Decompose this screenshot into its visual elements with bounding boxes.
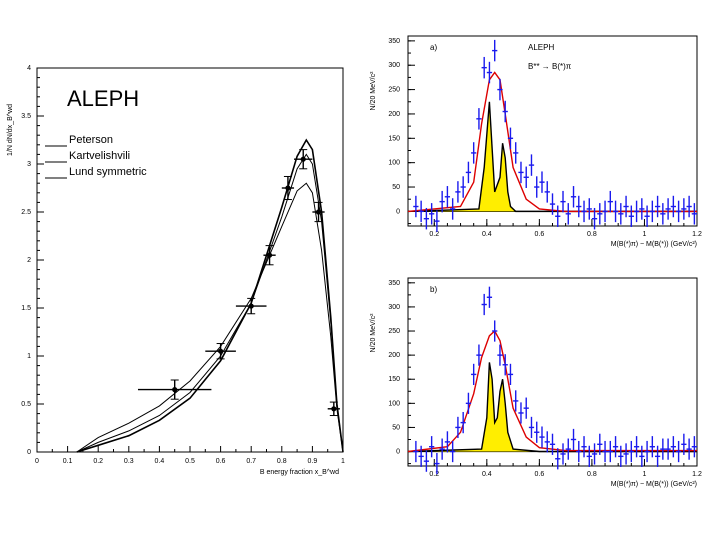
x-tick-label: 1 (643, 231, 647, 238)
x-tick-label: 1 (341, 458, 345, 465)
plot-frame-left (36, 67, 344, 453)
data-point (300, 156, 306, 162)
y-axis-label: 1/N dN/dx_B^wd (7, 104, 14, 156)
y-tick-label: 200 (388, 111, 400, 118)
y-axis-label: N/20 MeV/c² (370, 71, 377, 111)
signal-line (407, 362, 697, 453)
data-point (266, 252, 273, 258)
y-tick-label: 150 (388, 376, 400, 383)
fit-line (407, 71, 697, 213)
y-tick-label: 300 (388, 62, 400, 69)
data-point (315, 209, 322, 215)
y-tick-label: 1 (27, 353, 31, 360)
y-tick-label: 0 (27, 449, 31, 456)
x-tick-label: 0.1 (63, 458, 73, 465)
panel-label: b) (430, 285, 437, 294)
x-tick-label: 1.2 (692, 231, 702, 238)
data-point (218, 348, 224, 354)
x-tick-label: 0.5 (185, 458, 195, 465)
y-tick-label: 300 (388, 304, 400, 311)
fit-line (407, 329, 697, 453)
x-axis-label: M(B(*)π) − M(B(*)) (GeV/c²) (611, 481, 697, 488)
y-tick-label: 150 (388, 135, 400, 142)
x-tick-label: 0 (35, 458, 39, 465)
data-point (285, 185, 291, 191)
legend-entry: Peterson (69, 134, 113, 146)
y-tick-label: 0.5 (21, 401, 31, 408)
y-tick-label: 2 (27, 257, 31, 264)
legend-entry: Lund symmetric (69, 166, 147, 178)
y-tick-label: 250 (388, 328, 400, 335)
x-tick-label: 1 (643, 471, 647, 478)
x-tick-label: 0.3 (124, 458, 134, 465)
x-tick-label: 0.6 (534, 471, 544, 478)
x-tick-label: 0.9 (308, 458, 318, 465)
data-point (248, 303, 254, 309)
series-line (76, 138, 344, 453)
series-line (76, 182, 344, 453)
y-tick-label: 200 (388, 352, 400, 359)
y-tick-label: 2.5 (21, 209, 31, 216)
y-tick-label: 350 (388, 38, 400, 45)
panel-label: a) (430, 43, 437, 52)
y-tick-label: 3 (27, 161, 31, 168)
y-tick-label: 100 (388, 400, 400, 407)
x-tick-label: 0.6 (534, 231, 544, 238)
y-tick-label: 0 (396, 449, 400, 456)
x-tick-label: 0.7 (246, 458, 256, 465)
signal-line (407, 101, 697, 213)
y-tick-label: 250 (388, 87, 400, 94)
y-tick-label: 50 (392, 184, 400, 191)
x-tick-label: 0.2 (429, 471, 439, 478)
y-tick-label: 1.5 (21, 305, 31, 312)
data-point (331, 406, 337, 412)
x-tick-label: 0.2 (429, 231, 439, 238)
x-tick-label: 0.8 (587, 471, 597, 478)
y-tick-label: 4 (27, 65, 31, 72)
x-tick-label: 0.6 (216, 458, 226, 465)
y-axis-label: N/20 MeV/c² (370, 313, 377, 353)
series-line (76, 153, 344, 453)
y-tick-label: 350 (388, 280, 400, 287)
x-tick-label: 0.2 (93, 458, 103, 465)
data-point (172, 387, 178, 393)
x-axis-label: M(B(*)π) − M(B(*)) (GeV/c²) (611, 241, 697, 248)
y-tick-label: 50 (392, 424, 400, 431)
x-tick-label: 0.4 (155, 458, 165, 465)
legend-entry: Kartvelishvili (69, 150, 130, 162)
x-tick-label: 0.4 (482, 471, 492, 478)
x-tick-label: 0.4 (482, 231, 492, 238)
x-axis-label: B energy fraction x_B^wd (260, 469, 339, 476)
x-tick-label: 0.8 (277, 458, 287, 465)
y-tick-label: 3.5 (21, 113, 31, 120)
x-tick-label: 0.8 (587, 231, 597, 238)
x-tick-label: 1.2 (692, 471, 702, 478)
panel-subtitle: B** → B(*)π (528, 62, 572, 71)
panel-title: ALEPH (528, 43, 554, 52)
y-tick-label: 100 (388, 160, 400, 167)
y-tick-label: 0 (396, 208, 400, 215)
chart-title: ALEPH (67, 86, 139, 111)
